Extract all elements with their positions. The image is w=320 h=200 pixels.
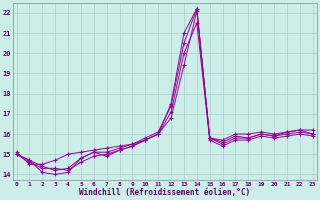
- X-axis label: Windchill (Refroidissement éolien,°C): Windchill (Refroidissement éolien,°C): [79, 188, 250, 197]
